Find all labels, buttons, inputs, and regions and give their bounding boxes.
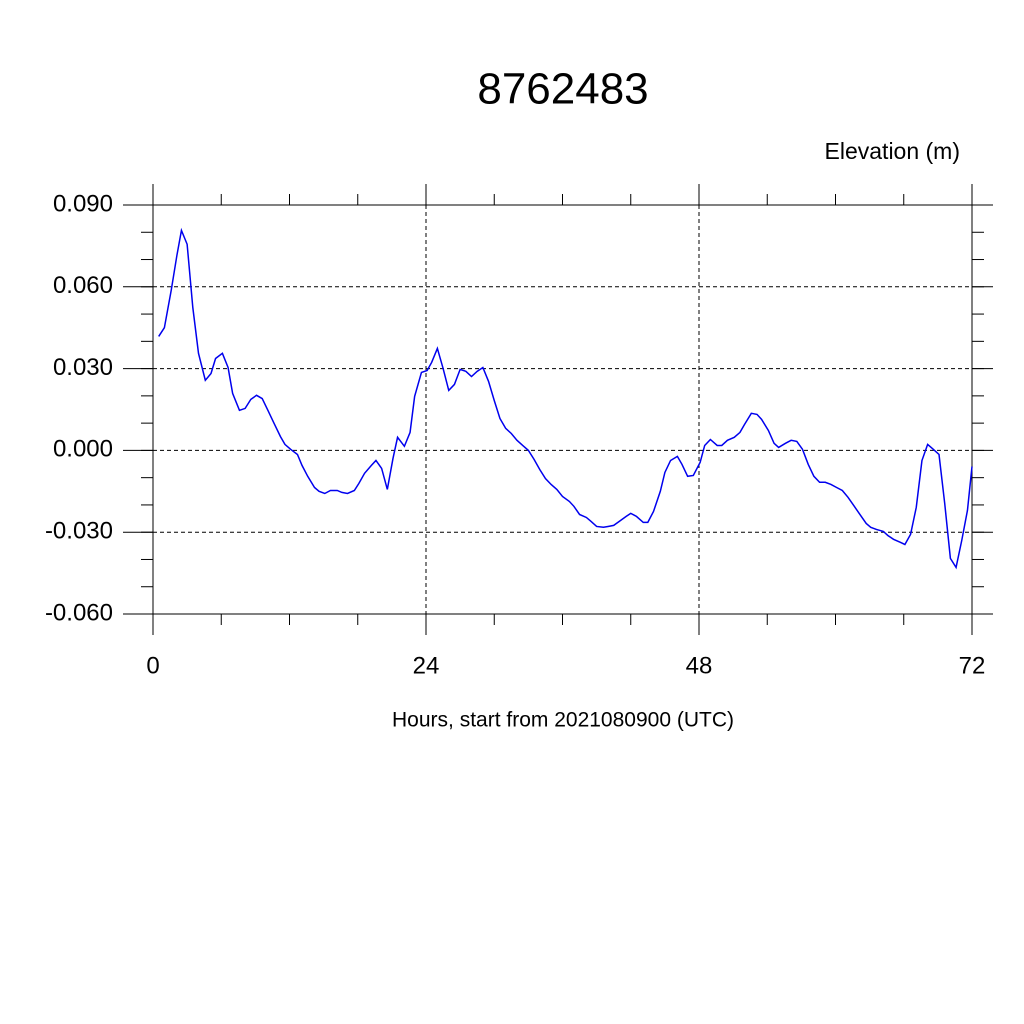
- y-tick-label: -0.030: [45, 518, 113, 545]
- y-tick-label: 0.030: [53, 354, 113, 381]
- y-tick-label: 0.000: [53, 436, 113, 463]
- data-line: [158, 227, 973, 570]
- x-axis-label: Hours, start from 2021080900 (UTC): [392, 709, 734, 732]
- chart-subtitle: Elevation (m): [825, 138, 960, 164]
- y-tick-label: -0.060: [45, 599, 113, 626]
- x-tick-label: 72: [959, 652, 986, 679]
- plot-frame: [152, 204, 973, 615]
- y-tick-label: 0.090: [53, 190, 113, 217]
- chart-title: 8762483: [477, 65, 648, 114]
- y-tick-label: 0.060: [53, 272, 113, 299]
- x-tick-label: 24: [413, 652, 440, 679]
- x-tick-label: 48: [686, 652, 713, 679]
- x-tick-label: 0: [146, 652, 159, 679]
